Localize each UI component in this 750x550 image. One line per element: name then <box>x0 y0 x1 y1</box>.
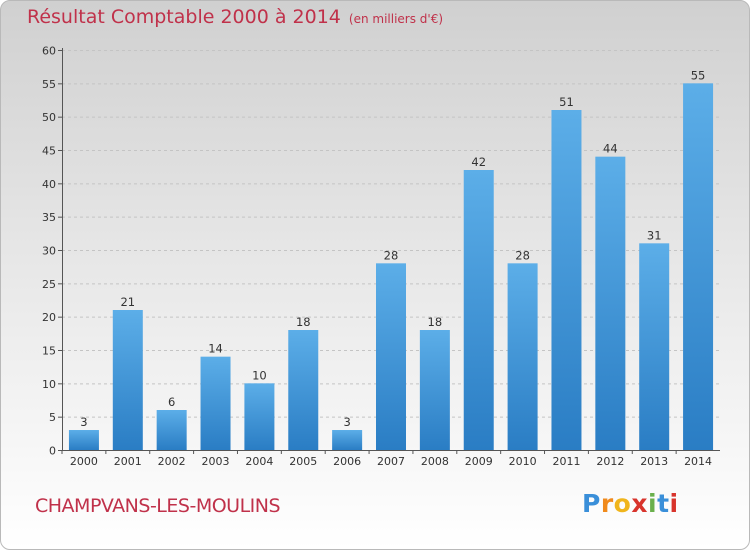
y-tick-label: 35 <box>42 211 56 224</box>
bar-2011[interactable] <box>551 110 582 450</box>
y-tick-label: 25 <box>42 278 56 291</box>
y-tick-label: 5 <box>49 411 56 424</box>
x-tick-label: 2013 <box>640 455 668 468</box>
x-tick-label: 2014 <box>684 455 712 468</box>
value-label: 31 <box>647 228 662 242</box>
logo-letter: i <box>669 489 679 518</box>
x-tick-label: 2009 <box>465 455 493 468</box>
bar-2007[interactable] <box>376 263 406 450</box>
logo-letter: P <box>582 489 601 518</box>
bar-2004[interactable] <box>244 383 275 450</box>
bar-2014[interactable] <box>683 83 714 450</box>
value-label: 18 <box>296 315 311 329</box>
x-tick-label: 2012 <box>596 455 624 468</box>
bar-2006[interactable] <box>332 430 363 450</box>
value-label: 28 <box>384 248 399 262</box>
logo-letter: i <box>648 489 658 518</box>
x-tick-label: 2006 <box>333 455 361 468</box>
logo-letter: x <box>631 489 648 518</box>
value-label: 42 <box>471 155 486 169</box>
bar-2005[interactable] <box>288 330 319 450</box>
proxiti-logo[interactable]: Proxiti <box>582 489 679 518</box>
bar-2010[interactable] <box>507 263 538 450</box>
x-tick-label: 2005 <box>289 455 317 468</box>
y-tick-label: 30 <box>42 245 56 258</box>
value-label: 6 <box>168 395 175 409</box>
value-label: 3 <box>80 415 87 429</box>
value-label: 51 <box>559 95 574 109</box>
x-tick-label: 2003 <box>202 455 230 468</box>
value-label: 3 <box>343 415 350 429</box>
x-tick-label: 2007 <box>377 455 405 468</box>
y-tick-label: 60 <box>42 45 56 58</box>
value-label: 14 <box>208 342 223 356</box>
logo-letter: t <box>657 489 670 518</box>
bar-2012[interactable] <box>595 156 626 450</box>
y-tick-label: 40 <box>42 178 56 191</box>
bar-2009[interactable] <box>463 170 494 450</box>
bar-2003[interactable] <box>200 356 231 450</box>
bar-2008[interactable] <box>419 330 450 450</box>
x-tick-label: 2008 <box>421 455 449 468</box>
value-label: 21 <box>120 295 135 309</box>
y-tick-label: 55 <box>42 78 56 91</box>
x-tick-label: 2002 <box>158 455 186 468</box>
value-label: 44 <box>603 142 618 156</box>
value-label: 10 <box>252 368 267 382</box>
x-tick-label: 2001 <box>114 455 142 468</box>
y-tick-label: 20 <box>42 311 56 324</box>
value-label: 28 <box>515 248 530 262</box>
y-tick-label: 15 <box>42 345 56 358</box>
y-tick-label: 0 <box>49 445 56 458</box>
chart-title: Résultat Comptable 2000 à 2014 (en millie… <box>27 6 443 28</box>
x-tick-label: 2000 <box>70 455 98 468</box>
x-tick-label: 2011 <box>552 455 580 468</box>
logo-letter: o <box>613 489 632 518</box>
x-tick-label: 2010 <box>509 455 537 468</box>
y-tick-label: 45 <box>42 145 56 158</box>
value-label: 18 <box>428 315 443 329</box>
bar-2013[interactable] <box>639 243 670 450</box>
value-label: 55 <box>691 68 706 82</box>
bar-2001[interactable] <box>112 310 143 450</box>
y-tick-label: 50 <box>42 111 56 124</box>
chart-unit: (en milliers d'€) <box>348 12 444 26</box>
x-tick-label: 2004 <box>245 455 273 468</box>
logo-letter: r <box>600 489 614 518</box>
y-tick-label: 10 <box>42 378 56 391</box>
commune-name: CHAMPVANS-LES-MOULINS <box>35 495 281 517</box>
bar-2002[interactable] <box>156 410 187 450</box>
bar-2000[interactable] <box>68 430 99 450</box>
chart-title-text: Résultat Comptable 2000 à 2014 <box>27 6 341 28</box>
